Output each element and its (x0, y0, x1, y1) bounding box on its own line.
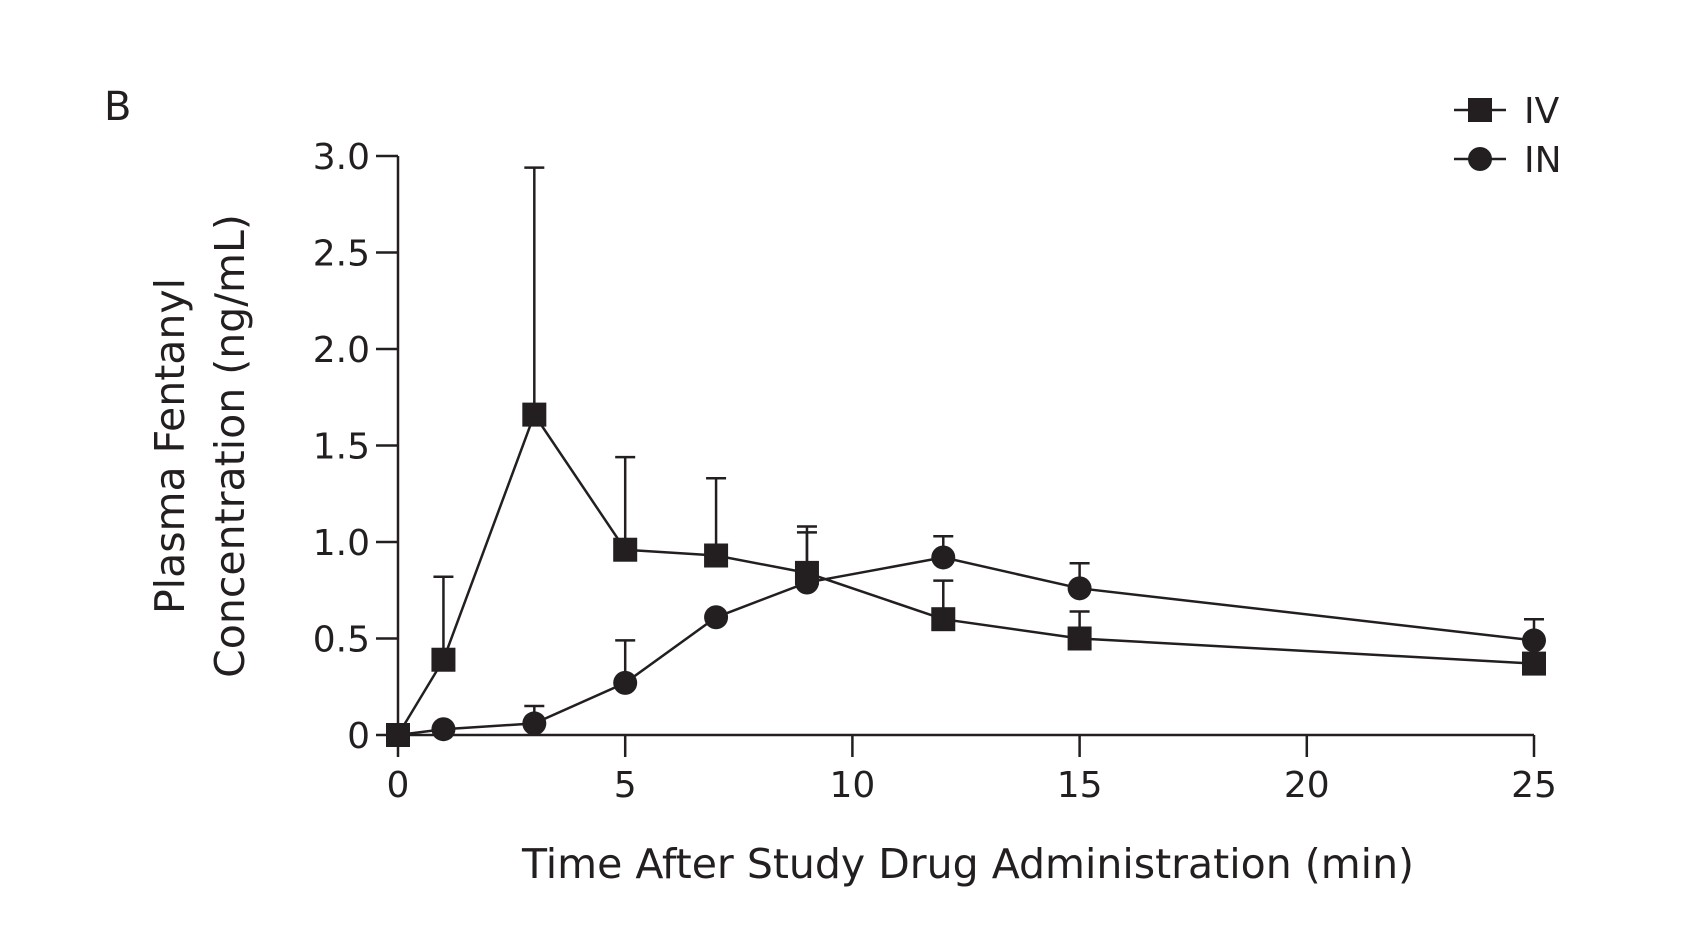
x-tick-label: 10 (829, 765, 875, 806)
marker-circle-in (704, 605, 729, 630)
y-tick-label: 1.5 (313, 427, 370, 468)
marker-circle-in (1522, 628, 1546, 653)
series-line-in (397, 556, 1535, 737)
marker-square-iv (931, 607, 956, 632)
marker-circle-in (522, 711, 547, 736)
marker-square-iv (613, 537, 638, 562)
legend-label-iv: IV (1524, 91, 1560, 132)
x-tick-label: 25 (1511, 765, 1557, 806)
x-tick-label: 5 (614, 765, 637, 806)
marker-square-iv (1522, 651, 1546, 676)
marker-square-iv (704, 543, 729, 568)
x-axis-title: Time After Study Drug Administration (mi… (521, 840, 1414, 888)
y-axis-title: Plasma Fentanyl Concentration (ng/mL) (146, 214, 254, 678)
axes: 0 0.5 1.0 1.5 2.0 2.5 3.0 0 5 10 15 20 25 (313, 137, 1557, 806)
x-tick-label: 15 (1057, 765, 1103, 806)
legend-label-in: IN (1524, 140, 1562, 181)
y-axis-title-line-1: Plasma Fentanyl (146, 278, 194, 614)
marker-circle-in (931, 545, 956, 570)
series-markers (386, 402, 1546, 747)
x-tick-label: 0 (387, 765, 410, 806)
legend-marker-in (1468, 147, 1492, 171)
y-axis-title-line-2: Concentration (ng/mL) (206, 214, 254, 678)
marker-square-iv (431, 647, 456, 672)
marker-square-iv (522, 402, 547, 427)
y-tick-label: 2.0 (313, 330, 370, 371)
series-lines (396, 411, 1535, 737)
series-line-iv (396, 411, 1535, 736)
marker-square-iv (1067, 626, 1092, 651)
legend-marker-iv (1468, 98, 1492, 122)
y-tick-label: 0.5 (313, 620, 370, 661)
y-tick-label: 1.0 (313, 523, 370, 564)
marker-circle-in (1067, 576, 1092, 601)
panel-label: B (104, 84, 131, 130)
marker-circle-in (386, 723, 410, 747)
marker-circle-in (794, 570, 819, 595)
y-tick-label: 3.0 (313, 137, 370, 178)
marker-circle-in (431, 717, 456, 742)
x-tick-label: 20 (1284, 765, 1330, 806)
marker-circle-in (613, 670, 638, 695)
error-bars (433, 166, 1544, 724)
y-tick-label: 0 (347, 716, 370, 757)
legend: IV IN (1454, 91, 1562, 181)
y-tick-label: 2.5 (313, 234, 370, 275)
